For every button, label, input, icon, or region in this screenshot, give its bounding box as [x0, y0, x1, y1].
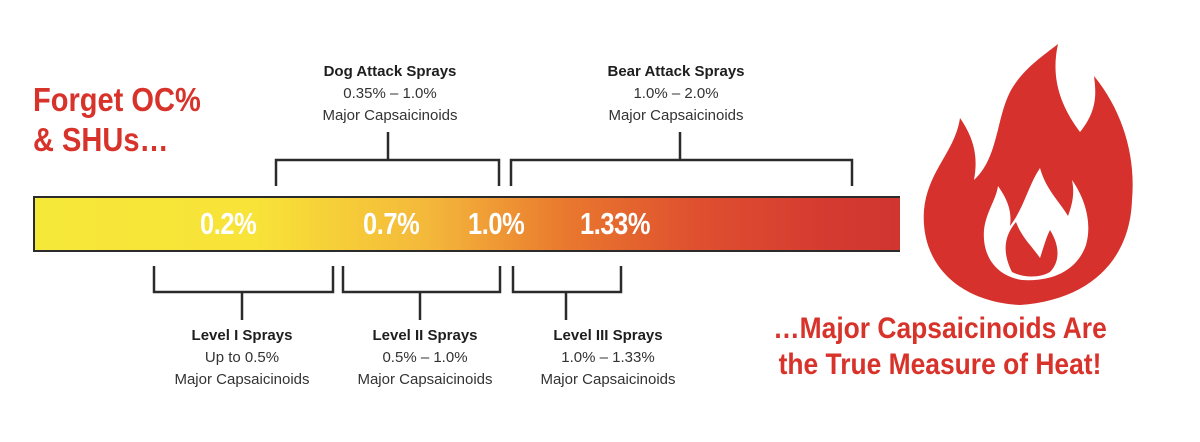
group-range: 0.5% – 1.0%	[382, 349, 468, 366]
headline-line-1: Forget OC%	[33, 81, 201, 118]
level-1-sprays-label: Level I Sprays Up to 0.5% Major Capsaici…	[142, 325, 342, 391]
group-title: Level III Sprays	[553, 327, 663, 344]
group-range: 1.0% – 1.33%	[561, 349, 655, 366]
group-range: 1.0% – 2.0%	[633, 85, 719, 102]
level-3-sprays-label: Level III Sprays 1.0% – 1.33% Major Caps…	[508, 325, 708, 391]
group-note: Major Capsaicinoids	[322, 107, 458, 124]
group-note: Major Capsaicinoids	[357, 371, 493, 388]
concentration-bar	[33, 196, 923, 252]
bracket-level-3	[511, 266, 623, 320]
group-title: Level I Sprays	[191, 327, 293, 344]
level-2-sprays-label: Level II Sprays 0.5% – 1.0% Major Capsai…	[325, 325, 525, 391]
tagline-line-2: the True Measure of Heat!	[778, 348, 1102, 381]
headline-line-2: & SHUs…	[33, 121, 169, 158]
dog-attack-sprays-label: Dog Attack Sprays 0.35% – 1.0% Major Cap…	[290, 61, 490, 127]
bracket-level-2	[341, 266, 502, 320]
bear-attack-sprays-label: Bear Attack Sprays 1.0% – 2.0% Major Cap…	[576, 61, 776, 127]
group-title: Level II Sprays	[372, 327, 478, 344]
bracket-level-1	[152, 266, 335, 320]
bar-label-0-2: 0.2%	[200, 206, 257, 241]
bar-label-0-7: 0.7%	[363, 206, 420, 241]
flame-icon	[900, 44, 1133, 305]
bar-label-1-33: 1.33%	[580, 206, 651, 241]
group-title: Bear Attack Sprays	[607, 63, 745, 80]
bracket-bear-attack	[509, 132, 854, 186]
bar-label-1-0: 1.0%	[468, 206, 525, 241]
tagline-line-1: …Major Capsaicinoids Are	[773, 312, 1107, 345]
group-note: Major Capsaicinoids	[608, 107, 744, 124]
headline: Forget OC% & SHUs…	[33, 80, 201, 160]
group-note: Major Capsaicinoids	[540, 371, 676, 388]
group-range: Up to 0.5%	[204, 349, 280, 366]
bracket-dog-attack	[274, 132, 501, 186]
group-note: Major Capsaicinoids	[174, 371, 310, 388]
tagline: …Major Capsaicinoids Are the True Measur…	[729, 311, 1151, 383]
group-title: Dog Attack Sprays	[323, 63, 457, 80]
group-range: 0.35% – 1.0%	[343, 85, 437, 102]
